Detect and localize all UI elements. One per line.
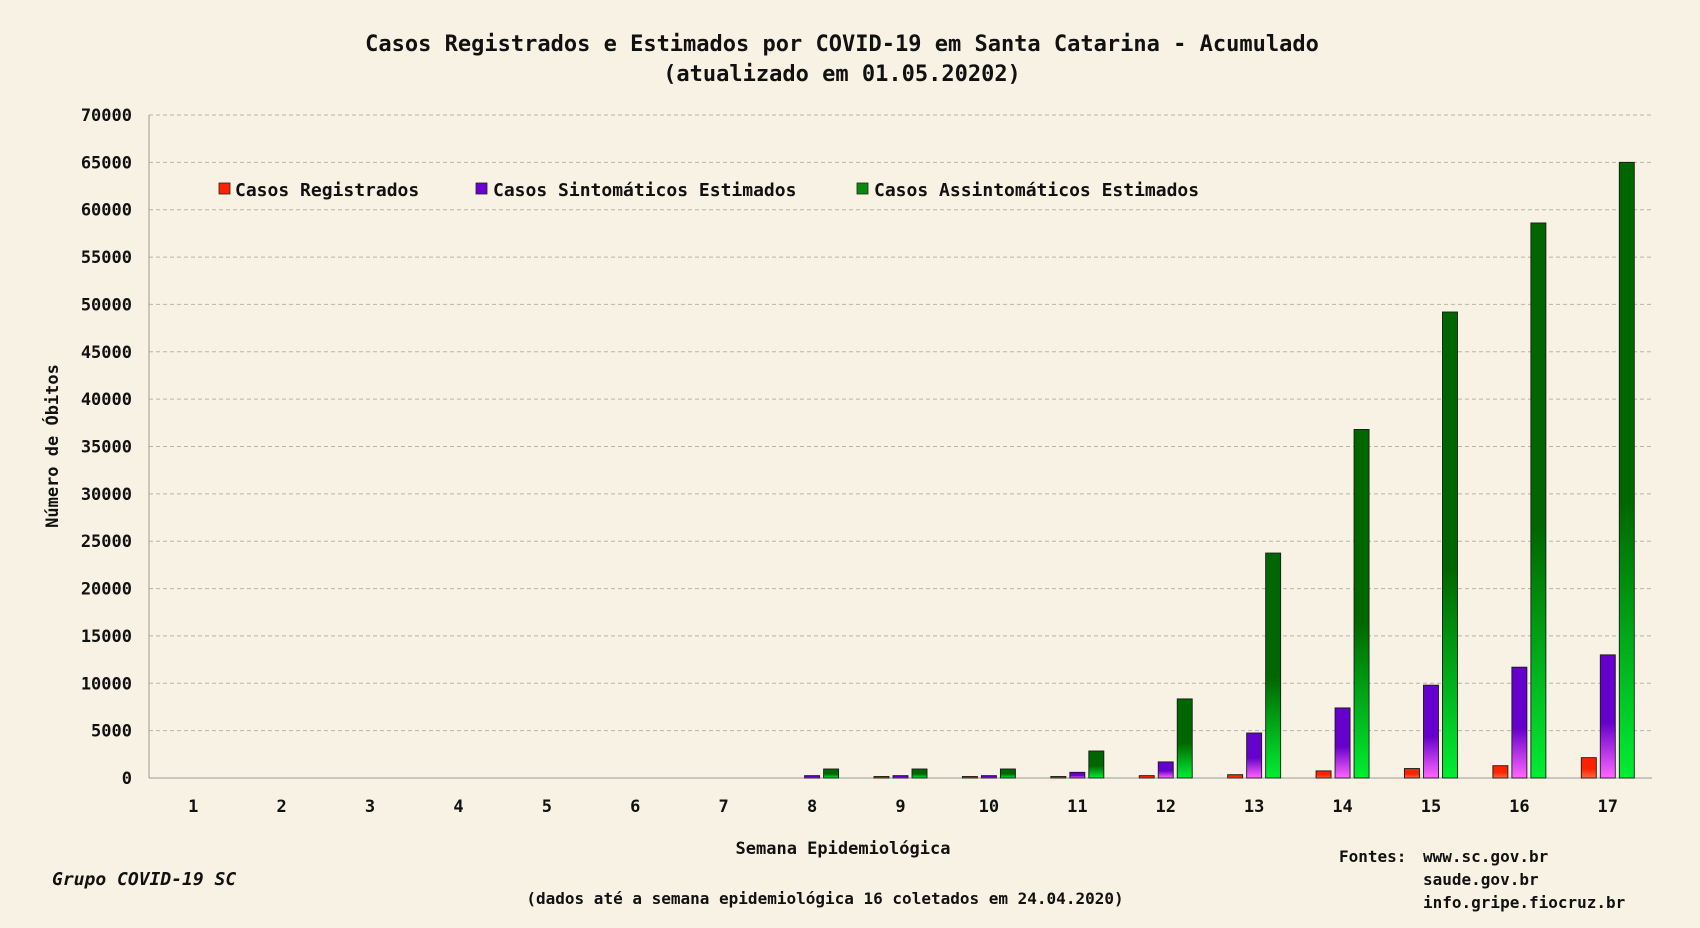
y-tick-label: 15000 (81, 627, 132, 647)
bar (1599, 654, 1616, 779)
x-tick-label: 13 (1244, 797, 1264, 817)
y-tick-label: 0 (122, 769, 132, 789)
bar (1442, 311, 1458, 779)
sources-label: Fontes: (1339, 847, 1406, 866)
y-tick-label: 5000 (91, 722, 132, 742)
y-tick-label: 60000 (81, 201, 132, 221)
y-tick-label: 20000 (81, 580, 132, 600)
y-tick-label: 45000 (81, 343, 132, 363)
x-tick-label: 2 (276, 797, 286, 817)
legend-label-registrados: Casos Registrados (235, 180, 419, 201)
y-tick-label: 70000 (81, 106, 132, 126)
y-tick-label: 30000 (81, 485, 132, 505)
bars (804, 161, 1635, 779)
bar (961, 776, 978, 779)
bar (1618, 161, 1635, 779)
legend-label-sintomaticos: Casos Sintomáticos Estimados (493, 180, 796, 201)
x-tick-label: 3 (365, 797, 375, 817)
bar (1227, 774, 1244, 779)
bar (1423, 684, 1439, 779)
y-tick-label: 50000 (81, 295, 132, 315)
x-tick-label: 16 (1509, 797, 1529, 817)
bar (999, 768, 1016, 779)
y-tick-label: 35000 (81, 438, 132, 458)
bar (1492, 765, 1509, 779)
bar (980, 775, 997, 779)
legend-swatch-registrados (218, 182, 231, 195)
chart-subtitle: (atualizado em 01.05.20202) (663, 62, 1021, 87)
y-tick-label: 55000 (81, 248, 132, 268)
y-tick-label: 65000 (81, 153, 132, 173)
grid-lines (149, 114, 1652, 732)
x-tick-label: 12 (1155, 797, 1175, 817)
bar (1334, 707, 1351, 779)
group-label: Grupo COVID-19 SC (52, 869, 236, 890)
legend-label-assintomaticos: Casos Assintomáticos Estimados (874, 180, 1199, 201)
bar (1246, 732, 1263, 779)
bar (1404, 768, 1420, 779)
bar (1511, 666, 1528, 779)
bar (1353, 429, 1370, 779)
bar (1069, 771, 1086, 779)
x-tick-label: 1 (188, 797, 198, 817)
x-tick-label: 15 (1421, 797, 1441, 817)
x-tick-label: 10 (979, 797, 999, 817)
y-axis-label: Número de Óbitos (41, 364, 63, 528)
source-item: info.gripe.fiocruz.br (1423, 893, 1625, 912)
x-tick-label: 9 (895, 797, 905, 817)
bar (1050, 776, 1067, 779)
x-tick-label: 17 (1598, 797, 1618, 817)
bar (1580, 757, 1597, 779)
x-axis-label: Semana Epidemiológica (736, 839, 951, 859)
legend: Casos Registrados Casos Sintomáticos Est… (218, 180, 1199, 201)
bar (1088, 750, 1105, 779)
bar (1265, 552, 1282, 779)
y-tick-label: 40000 (81, 390, 132, 410)
bar (892, 775, 909, 779)
data-note: (dados até a semana epidemiológica 16 co… (526, 889, 1123, 908)
bar (1138, 775, 1155, 779)
bar (823, 768, 840, 779)
bar (1315, 770, 1332, 779)
legend-swatch-assintomaticos (856, 182, 869, 195)
source-item: saude.gov.br (1423, 870, 1539, 889)
bar (911, 768, 928, 779)
x-tick-labels: 1 2 3 4 5 6 7 8 9 10 11 12 13 14 15 16 17 (188, 797, 1618, 817)
chart-title: Casos Registrados e Estimados por COVID-… (365, 32, 1319, 57)
bar (804, 775, 821, 779)
y-tick-labels: 0 5000 10000 15000 20000 25000 30000 35000 40000… (81, 106, 132, 789)
x-tick-label: 7 (719, 797, 729, 817)
y-tick-label: 25000 (81, 532, 132, 552)
x-tick-label: 14 (1332, 797, 1352, 817)
source-item: www.sc.gov.br (1423, 847, 1548, 866)
bar (1157, 761, 1174, 779)
bar (873, 776, 890, 779)
x-tick-label: 8 (807, 797, 817, 817)
y-tick-label: 10000 (81, 674, 132, 694)
x-tick-label: 6 (630, 797, 640, 817)
x-tick-label: 11 (1067, 797, 1087, 817)
bar (1530, 222, 1547, 779)
bar (1176, 698, 1193, 779)
x-tick-label: 4 (453, 797, 463, 817)
x-tick-label: 5 (542, 797, 552, 817)
legend-swatch-sintomaticos (475, 182, 488, 195)
